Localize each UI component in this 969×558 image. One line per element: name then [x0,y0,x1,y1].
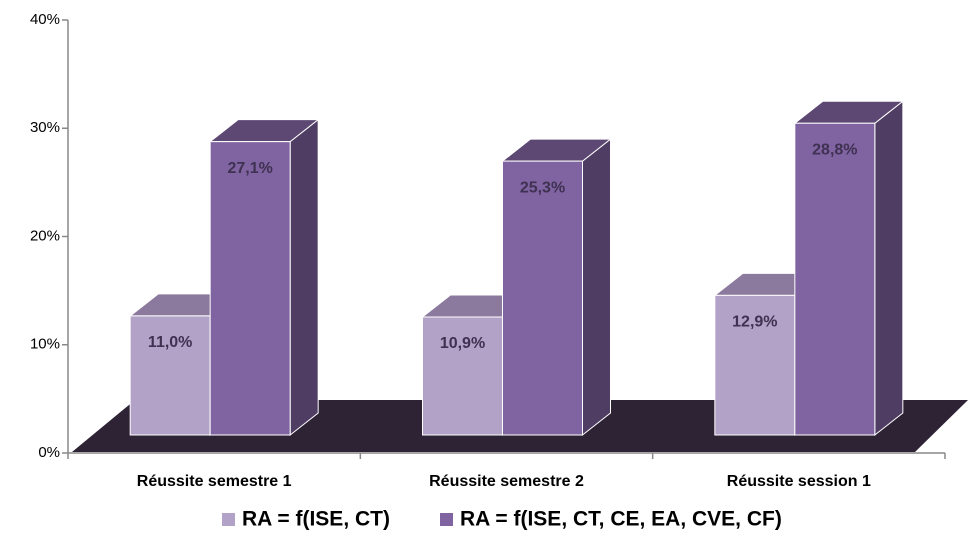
bar [502,160,583,436]
legend-label: RA = f(ISE, CT, CE, EA, CVE, CF) [460,508,782,531]
y-tick-label: 10% [30,336,60,353]
value-label: 27,1% [227,160,272,177]
bar-side [582,138,611,437]
y-tick-label: 30% [30,119,60,136]
x-tick-label: Réussite semestre 2 [429,473,584,490]
bar [794,122,876,436]
bar [129,315,211,436]
y-tick-label: 40% [30,11,60,28]
bar-side [289,118,319,437]
x-tick-label: Réussite semestre 1 [137,473,292,490]
legend-label: RA = f(ISE, CT) [242,508,390,531]
bar [209,141,291,436]
value-label: 11,0% [148,334,192,351]
y-tick-label: 20% [30,227,60,244]
bar [714,294,796,436]
value-label: 25,3% [520,179,565,196]
value-label: 28,8% [812,141,857,158]
legend-swatch [222,513,235,526]
value-label: 12,9% [732,314,777,331]
x-tick-label: Réussite session 1 [727,473,871,490]
bar [422,316,503,436]
value-label: 10,9% [440,335,485,352]
bar-side [874,100,904,437]
y-tick-label: 0% [38,444,60,461]
legend-swatch [440,513,453,526]
